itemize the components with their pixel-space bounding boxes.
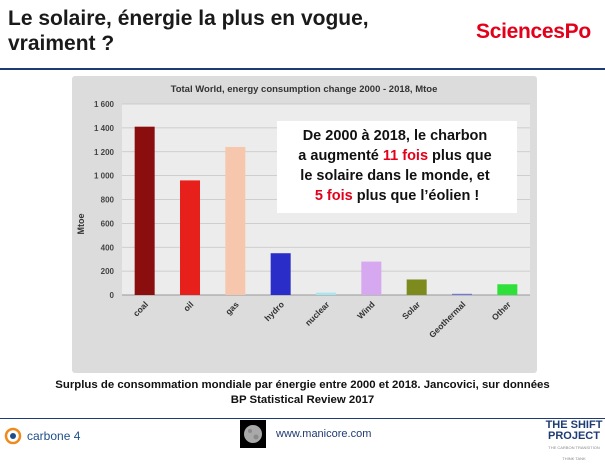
callout-line2-post: plus que xyxy=(428,148,492,164)
y-tick-label: 1 000 xyxy=(94,172,115,181)
caption-line1: Surplus de consommation mondiale par éne… xyxy=(55,379,550,391)
x-tick-label: Solar xyxy=(400,299,423,322)
x-tick-label: hydro xyxy=(262,299,286,323)
carbone4-logo: carbone 4 xyxy=(4,427,80,445)
figure-caption: Surplus de consommation mondiale par éne… xyxy=(0,378,605,408)
shift-project-logo: THE SHIFT PROJECT THE CARBON TRANSITION … xyxy=(545,420,603,464)
header-divider xyxy=(0,68,605,70)
x-tick-label: Wind xyxy=(355,299,377,321)
callout-line1: De 2000 à 2018, le charbon xyxy=(303,128,488,144)
callout-line2-highlight: 11 fois xyxy=(383,148,428,164)
y-tick-label: 1 200 xyxy=(94,148,115,157)
callout-box xyxy=(277,121,517,213)
bar-gas xyxy=(225,146,246,295)
callout-line3: le solaire dans le monde, et xyxy=(300,168,490,184)
y-tick-label: 800 xyxy=(101,196,115,205)
callout-line4: 5 fois plus que l’éolien ! xyxy=(315,188,479,204)
sciencespo-logo: SciencesPo xyxy=(476,20,591,43)
x-tick-label: Geothermal xyxy=(427,299,467,339)
x-tick-label: gas xyxy=(223,299,241,317)
y-tick-label: 1 600 xyxy=(94,100,115,109)
callout-line4-highlight: 5 fois xyxy=(315,188,353,204)
chart-panel: Total World, energy consumption change 2… xyxy=(72,76,537,373)
y-tick-label: 400 xyxy=(101,243,115,252)
bar-oil xyxy=(180,180,200,295)
shift-logo-tagline: THE CARBON TRANSITION THINK TANK xyxy=(548,445,600,461)
shift-logo-line1: THE SHIFT xyxy=(545,419,603,431)
callout-line4-post: plus que l’éolien ! xyxy=(353,188,480,204)
bar-geothermal xyxy=(452,293,472,295)
bar-solar xyxy=(406,279,427,295)
callout-line2-pre: a augmenté xyxy=(298,148,383,164)
bar-nuclear xyxy=(316,292,336,295)
carbone4-icon xyxy=(4,427,22,445)
x-tick-label: nuclear xyxy=(303,299,332,328)
x-tick-label: coal xyxy=(131,299,150,318)
y-tick-label: 200 xyxy=(101,267,115,276)
website-link[interactable]: www.manicore.com xyxy=(276,428,372,440)
manicore-logo xyxy=(240,420,266,448)
caption-line2: BP Statistical Review 2017 xyxy=(230,394,375,406)
callout-line2: a augmenté 11 fois plus que xyxy=(298,148,491,164)
bar-chart: Total World, energy consumption change 2… xyxy=(76,84,530,340)
bar-wind xyxy=(361,261,382,295)
x-tick-label: oil xyxy=(181,299,195,313)
slide-title-line1: Le solaire, énergie la plus en vogue, xyxy=(8,7,369,30)
y-tick-label: 1 400 xyxy=(94,124,115,133)
x-tick-label: Other xyxy=(490,299,514,323)
bar-coal xyxy=(134,126,155,296)
y-tick-label: 600 xyxy=(101,219,115,228)
slide-title-line2: vraiment ? xyxy=(8,32,115,55)
bar-hydro xyxy=(270,253,291,295)
shift-logo-line2: PROJECT xyxy=(548,430,600,442)
y-axis-label: Mtoe xyxy=(76,214,86,235)
chart-title: Total World, energy consumption change 2… xyxy=(171,84,438,95)
slide-title: Le solaire, énergie la plus en vogue, vr… xyxy=(8,6,428,56)
bar-other xyxy=(497,284,518,295)
carbone4-text: carbone 4 xyxy=(27,429,81,443)
y-tick-label: 0 xyxy=(110,291,115,300)
footer-divider xyxy=(0,418,605,419)
moon-icon xyxy=(244,425,262,443)
callout-text: De 2000 à 2018, le charbon a augmenté 11… xyxy=(298,128,495,204)
